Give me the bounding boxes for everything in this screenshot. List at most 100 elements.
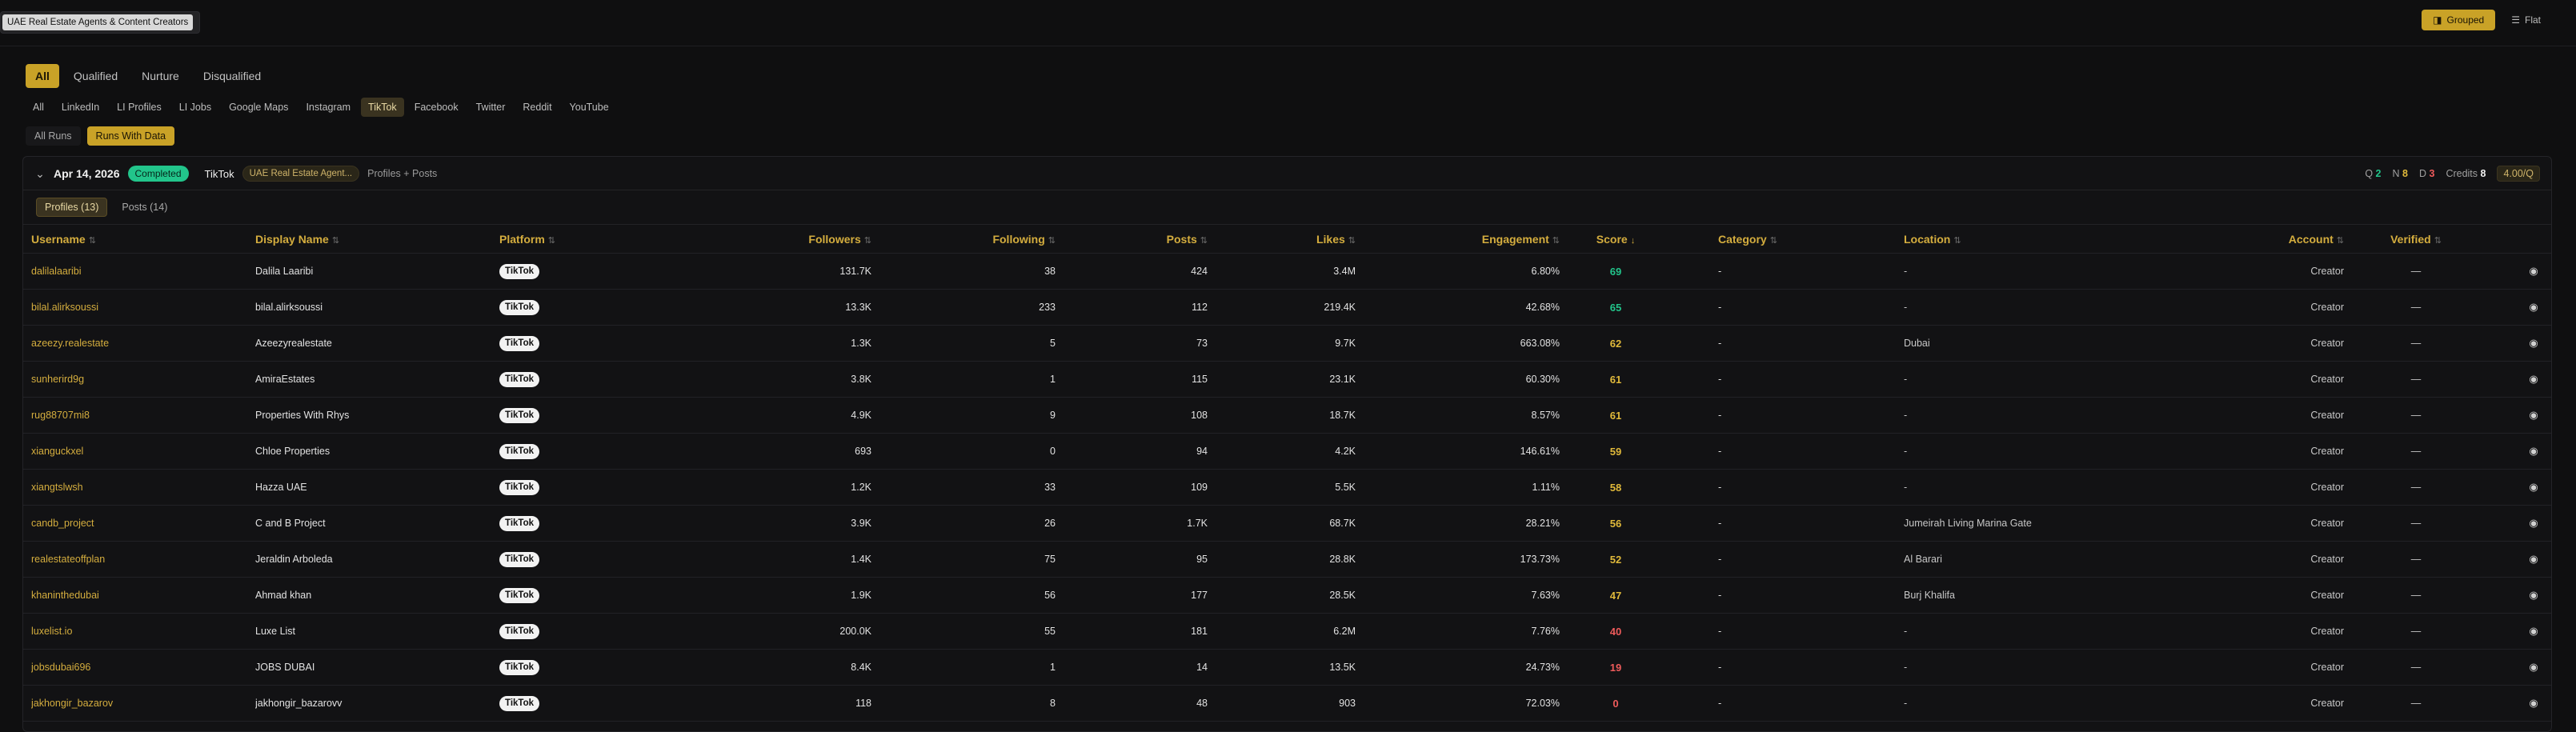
column-header-location[interactable]: Location ⇅ (1904, 232, 1961, 246)
account-cell: Creator (2310, 662, 2344, 673)
status-tab-nurture[interactable]: Nurture (142, 70, 179, 82)
table-row[interactable]: khaninthedubai Ahmad khan TikTok 1.9K 56 177 2… (23, 578, 2551, 614)
table-row[interactable]: sunherird9g AmiraEstates TikTok 3.8K 1 115 23.… (23, 362, 2551, 398)
tab-profiles[interactable]: Profiles (13) (36, 198, 108, 217)
username-cell[interactable]: sunherird9g (31, 374, 85, 385)
username-cell[interactable]: candb_project (31, 518, 94, 529)
table-row[interactable]: realestateoffplan Jeraldin Arboleda TikTok… (23, 542, 2551, 578)
column-header-account[interactable]: Account ⇅ (2288, 232, 2344, 246)
column-header-category[interactable]: Category ⇅ (1718, 232, 1777, 246)
platform-tab-twitter[interactable]: Twitter (475, 102, 506, 113)
username-cell[interactable]: luxelist.io (31, 626, 73, 637)
view-eye-icon[interactable]: ◉ (2529, 301, 2538, 313)
username-cell[interactable]: azeezy.realestate (31, 338, 110, 349)
engagement-cell: 146.61% (1520, 446, 1560, 457)
platform-tab-reddit[interactable]: Reddit (523, 102, 552, 113)
column-header-engagement[interactable]: Engagement ⇅ (1481, 232, 1560, 246)
column-header-score[interactable]: Score ↓ (1596, 232, 1636, 246)
score-cell: 69 (1609, 265, 1622, 278)
engagement-cell: 173.73% (1520, 554, 1560, 565)
column-header-platform[interactable]: Platform ⇅ (499, 232, 556, 246)
run-tab-runs-with-data[interactable]: Runs With Data (86, 126, 175, 146)
platform-tab-linkedin[interactable]: LinkedIn (61, 102, 100, 113)
platform-tab-li-jobs[interactable]: LI Jobs (178, 102, 212, 113)
likes-cell: 219.4K (1324, 302, 1356, 313)
username-cell[interactable]: bilal.alirksoussi (31, 302, 99, 313)
category-cell: - (1718, 374, 1722, 385)
view-eye-icon[interactable]: ◉ (2529, 517, 2538, 529)
table-row[interactable]: xiangtslwsh Hazza UAE TikTok 1.2K 33 109 5.5K 1… (23, 470, 2551, 506)
disqualified-count: D 3 (2418, 168, 2435, 179)
table-row[interactable]: dalilalaaribi Dalila Laaribi TikTok 131.7K 3… (23, 254, 2551, 290)
table-row[interactable]: luxelist.io Luxe List TikTok 200.0K 55 181 6.2… (23, 614, 2551, 650)
table-row[interactable]: rug88707mi8 Properties With Rhys TikTok 4.9… (23, 398, 2551, 434)
followers-cell: 8.4K (851, 662, 871, 673)
view-eye-icon[interactable]: ◉ (2529, 481, 2538, 493)
location-cell: - (1904, 266, 1908, 277)
username-cell[interactable]: jobsdubai696 (31, 662, 91, 673)
view-eye-icon[interactable]: ◉ (2529, 589, 2538, 601)
username-cell[interactable]: jakhongir_bazarov (31, 698, 114, 709)
table-row[interactable]: jobsdubai696 JOBS DUBAI TikTok 8.4K 1 14 13.5K… (23, 650, 2551, 686)
platform-tab-tiktok[interactable]: TikTok (361, 98, 404, 117)
view-eye-icon[interactable]: ◉ (2529, 373, 2538, 385)
platform-tab-facebook[interactable]: Facebook (414, 102, 459, 113)
status-tab-qualified[interactable]: Qualified (73, 70, 118, 82)
view-eye-icon[interactable]: ◉ (2529, 265, 2538, 277)
table-row[interactable]: bilal.alirksoussi bilal.alirksoussi TikTok… (23, 290, 2551, 326)
table-row[interactable]: candb_project C and B Project TikTok 3.9K 26… (23, 506, 2551, 542)
view-eye-icon[interactable]: ◉ (2529, 661, 2538, 673)
platform-badge: TikTok (499, 623, 539, 639)
run-tab-all-runs[interactable]: All Runs (26, 126, 81, 146)
column-header-following[interactable]: Following ⇅ (992, 232, 1056, 246)
username-cell[interactable]: rug88707mi8 (31, 410, 90, 421)
view-eye-icon[interactable]: ◉ (2529, 697, 2538, 709)
followers-cell: 3.9K (851, 518, 871, 529)
run-header[interactable]: ⌄ Apr 14, 2026 Completed TikTok UAE Real… (23, 157, 2551, 190)
table-row[interactable]: xianguckxel Chloe Properties TikTok 693 0 94 4… (23, 434, 2551, 470)
engagement-cell: 28.21% (1525, 518, 1560, 529)
platform-badge: TikTok (499, 443, 539, 459)
username-cell[interactable]: xianguckxel (31, 446, 84, 457)
status-tab-all[interactable]: All (26, 64, 59, 88)
view-eye-icon[interactable]: ◉ (2529, 553, 2538, 565)
tab-posts[interactable]: Posts (14) (122, 202, 168, 213)
posts-cell: 1.7K (1187, 518, 1208, 529)
grouped-view-button[interactable]: ◨ Grouped (2422, 10, 2496, 30)
likes-cell: 28.8K (1329, 554, 1356, 565)
score-cell: 59 (1609, 445, 1622, 458)
platform-cell: TikTok (499, 407, 643, 423)
location-cell: - (1904, 302, 1908, 313)
project-title-pill[interactable]: UAE Real Estate Agents & Content Creator… (0, 11, 201, 34)
column-header-username[interactable]: Username ⇅ (31, 232, 96, 246)
view-eye-icon[interactable]: ◉ (2529, 625, 2538, 637)
flat-view-button[interactable]: ☰ Flat (2500, 10, 2552, 30)
view-eye-icon[interactable]: ◉ (2529, 445, 2538, 457)
column-header-followers[interactable]: Followers ⇅ (808, 232, 871, 246)
status-tab-disqualified[interactable]: Disqualified (202, 70, 262, 82)
column-header-verified[interactable]: Verified ⇅ (2390, 232, 2442, 246)
platform-tab-instagram[interactable]: Instagram (306, 102, 351, 113)
username-cell[interactable]: xiangtslwsh (31, 482, 83, 493)
column-header-likes[interactable]: Likes ⇅ (1316, 232, 1356, 246)
table-row[interactable]: jakhongir_bazarov jakhongir_bazarovv TikTo… (23, 686, 2551, 722)
username-cell[interactable]: realestateoffplan (31, 554, 106, 565)
username-cell[interactable]: khaninthedubai (31, 590, 99, 601)
table-row[interactable]: azeezy.realestate Azeezyrealestate TikTok 1… (23, 326, 2551, 362)
score-cell: 0 (1613, 697, 1619, 710)
column-header-posts[interactable]: Posts ⇅ (1166, 232, 1208, 246)
chevron-down-icon[interactable]: ⌄ (35, 166, 45, 180)
column-header-display-name[interactable]: Display Name ⇅ (255, 232, 340, 246)
score-cell: 56 (1609, 517, 1622, 530)
username-cell[interactable]: dalilalaaribi (31, 266, 82, 277)
platform-tab-all[interactable]: All (33, 102, 44, 113)
platform-tab-li-profiles[interactable]: LI Profiles (117, 102, 162, 113)
view-eye-icon[interactable]: ◉ (2529, 337, 2538, 349)
platform-tab-google-maps[interactable]: Google Maps (229, 102, 289, 113)
sort-desc-icon: ↓ (1630, 235, 1636, 246)
view-eye-icon[interactable]: ◉ (2529, 409, 2538, 421)
verified-cell: — (2410, 590, 2422, 601)
platform-cell: TikTok (499, 263, 643, 279)
verified-cell: — (2410, 626, 2422, 637)
platform-tab-youtube[interactable]: YouTube (569, 102, 609, 113)
